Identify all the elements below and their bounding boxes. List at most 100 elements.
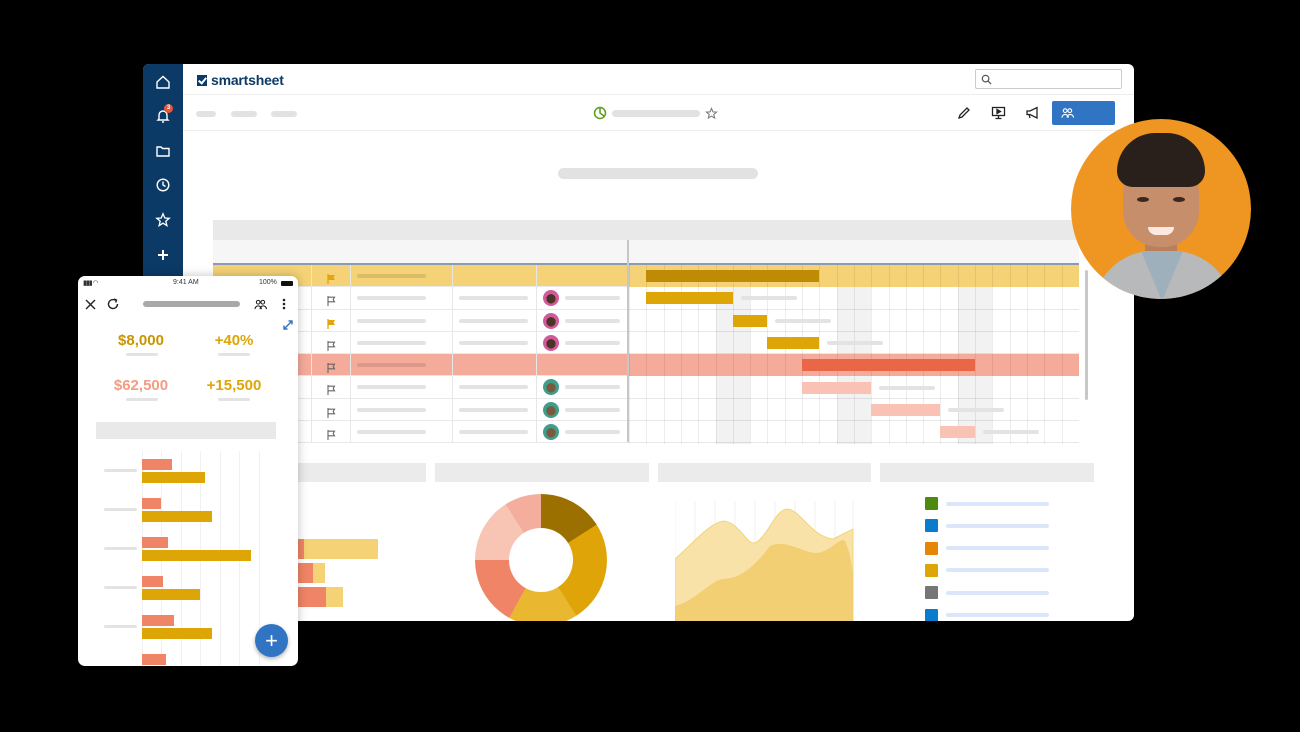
signal-wifi-icon: ▮▮▮ ◠ <box>83 280 99 287</box>
legend-label-placeholder <box>946 501 1049 506</box>
assignee-avatar[interactable] <box>543 424 559 441</box>
gantt-grid <box>213 220 1079 444</box>
legend-swatch <box>925 608 938 621</box>
folder-icon[interactable] <box>153 141 173 161</box>
table-row[interactable] <box>213 421 1079 444</box>
dashboard-icon <box>593 106 607 120</box>
report-title-placeholder <box>558 168 758 179</box>
metric-label <box>126 353 158 356</box>
smartsheet-logo[interactable]: smartsheet <box>197 72 284 88</box>
gantt-label-placeholder <box>879 385 936 390</box>
column-header <box>213 240 1079 265</box>
flag-icon[interactable] <box>327 316 336 329</box>
status-time: 9:41 AM <box>173 279 199 286</box>
cell-text-placeholder <box>459 407 528 412</box>
legend-label-placeholder <box>946 523 1049 528</box>
gantt-bar[interactable] <box>802 359 975 372</box>
bar-segment <box>313 563 325 583</box>
gantt-label-placeholder <box>827 340 884 345</box>
gantt-bar[interactable] <box>732 314 768 327</box>
assignee-avatar[interactable] <box>543 401 559 418</box>
bar <box>142 589 200 600</box>
cell-text-placeholder <box>459 296 528 301</box>
gantt-bar[interactable] <box>767 336 820 349</box>
mobile-app: ▮▮▮ ◠ 9:41 AM 100% $8,000 +40% $62,500 +… <box>78 276 298 666</box>
breadcrumb-item[interactable] <box>196 111 216 117</box>
table-row[interactable] <box>213 287 1079 310</box>
present-icon[interactable] <box>989 105 1007 121</box>
cell-text-placeholder <box>565 296 620 301</box>
bell-icon[interactable]: 3 <box>153 104 173 126</box>
more-options-icon[interactable] <box>277 297 291 311</box>
clock-icon[interactable] <box>153 175 173 195</box>
table-row[interactable] <box>213 398 1079 422</box>
table-row[interactable] <box>213 376 1079 399</box>
plus-icon[interactable] <box>153 245 173 265</box>
widget-title <box>291 463 426 482</box>
add-button[interactable]: + <box>255 624 288 657</box>
mobile-section-header <box>96 422 276 439</box>
expand-icon[interactable] <box>283 320 293 330</box>
gantt-label-placeholder <box>948 407 1005 412</box>
flag-icon[interactable] <box>327 427 336 441</box>
legend-label-placeholder <box>946 546 1049 551</box>
search-input[interactable] <box>975 69 1122 89</box>
share-button[interactable] <box>1052 101 1115 125</box>
pencil-icon[interactable] <box>955 105 973 121</box>
gantt-bar[interactable] <box>940 426 975 439</box>
flag-icon[interactable] <box>327 293 336 307</box>
grid-split-divider[interactable] <box>627 240 629 442</box>
assignee-avatar[interactable] <box>543 334 559 351</box>
toolbar <box>183 95 1134 131</box>
favorite-star-icon[interactable] <box>705 106 718 120</box>
megaphone-icon[interactable] <box>1023 105 1041 121</box>
close-icon[interactable] <box>83 297 97 311</box>
assignee-avatar[interactable] <box>543 290 559 307</box>
metric-label <box>218 353 250 356</box>
logo-mark-icon <box>197 74 207 86</box>
metric-label <box>126 398 158 401</box>
bar-label-placeholder <box>104 547 137 550</box>
legend-swatch <box>925 586 938 600</box>
star-icon[interactable] <box>153 210 173 230</box>
gantt-label-placeholder <box>775 318 832 323</box>
legend-label-placeholder <box>946 568 1049 573</box>
gantt-bar[interactable] <box>802 381 872 394</box>
bar <box>142 459 172 470</box>
search-icon <box>981 74 992 85</box>
bar <box>142 472 205 483</box>
flag-icon[interactable] <box>327 360 336 374</box>
table-row[interactable] <box>213 331 1079 355</box>
refresh-icon[interactable] <box>106 297 120 311</box>
home-icon[interactable] <box>153 72 173 92</box>
assignee-avatar[interactable] <box>543 379 559 396</box>
legend-item <box>925 563 1049 577</box>
cell-text-placeholder <box>459 318 528 323</box>
flag-icon[interactable] <box>327 271 336 284</box>
battery-level: 100% <box>259 279 277 286</box>
legend-label-placeholder <box>946 590 1049 595</box>
user-portrait <box>1071 119 1251 299</box>
gantt-label-placeholder <box>983 430 1039 435</box>
flag-icon[interactable] <box>327 382 336 396</box>
flag-icon[interactable] <box>327 338 336 351</box>
bar <box>142 550 251 561</box>
table-row[interactable] <box>213 309 1079 332</box>
gantt-bar[interactable] <box>871 403 941 416</box>
users-icon[interactable] <box>253 297 267 311</box>
breadcrumb-item[interactable] <box>271 111 297 117</box>
gantt-label-placeholder <box>740 296 797 301</box>
vertical-scrollbar[interactable] <box>1085 270 1088 400</box>
bar <box>142 628 212 639</box>
bar-label-placeholder <box>104 508 137 511</box>
area-chart <box>675 501 854 621</box>
gantt-bar[interactable] <box>646 292 733 305</box>
legend-swatch <box>925 519 938 533</box>
gantt-bar[interactable] <box>646 270 820 282</box>
assignee-avatar[interactable] <box>543 312 559 329</box>
breadcrumb-item[interactable] <box>231 111 257 117</box>
users-icon <box>1061 108 1074 118</box>
cell-text-placeholder <box>565 340 620 345</box>
flag-icon[interactable] <box>327 405 336 418</box>
